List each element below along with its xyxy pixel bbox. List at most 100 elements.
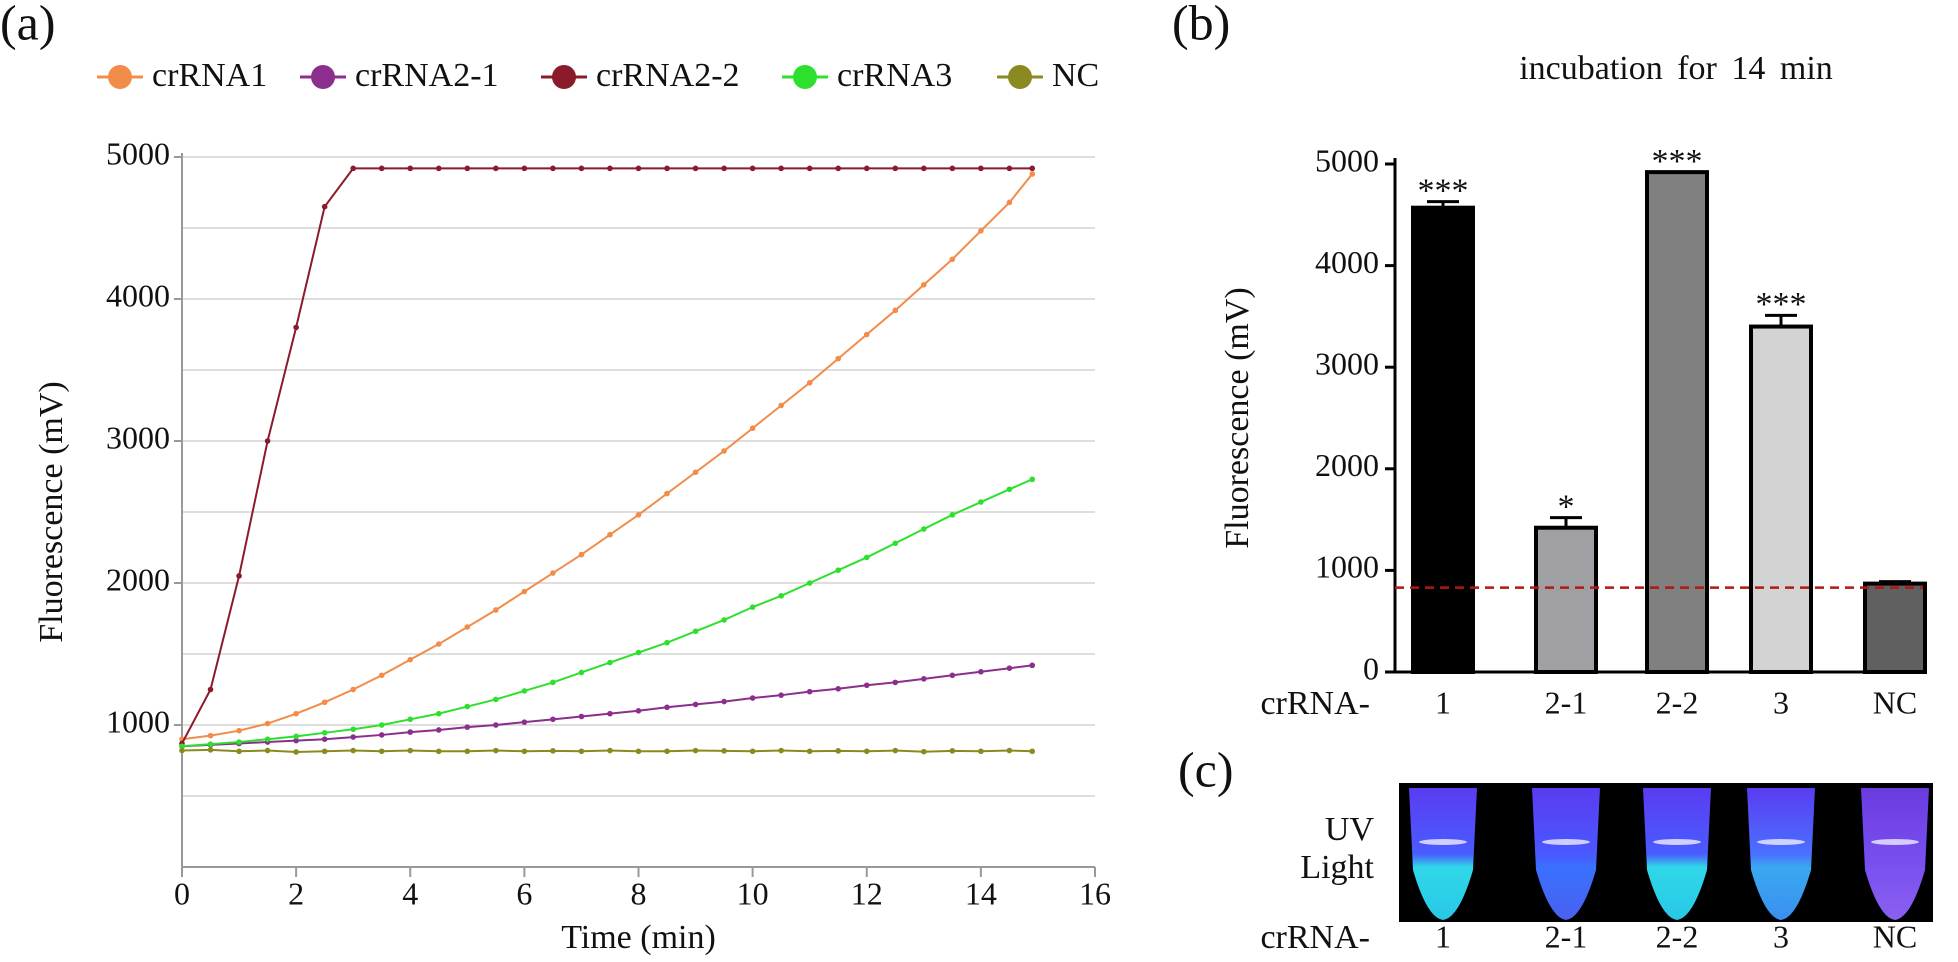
- x-axis-label: Time (min): [561, 919, 716, 956]
- data-point: [921, 282, 927, 288]
- data-point: [721, 748, 727, 754]
- data-point: [949, 165, 956, 172]
- data-point: [378, 165, 385, 172]
- tube: [1409, 788, 1477, 920]
- x-tick-label: 8: [631, 875, 647, 911]
- data-point: [1006, 747, 1013, 754]
- data-point: [749, 695, 756, 701]
- data-point: [664, 704, 670, 711]
- data-point: [207, 747, 214, 753]
- x-tick-label: 16: [1079, 875, 1111, 911]
- photo-category: 1: [1435, 918, 1451, 954]
- photo-category: 2-2: [1656, 918, 1699, 954]
- y-tick-label: 3000: [1315, 346, 1379, 382]
- data-point: [949, 748, 956, 754]
- data-point: [978, 668, 984, 675]
- data-point: [635, 649, 642, 656]
- bar: [1645, 170, 1709, 675]
- x-tick-label: 4: [402, 875, 418, 911]
- data-point: [578, 669, 585, 676]
- data-point: [607, 659, 613, 666]
- data-point: [607, 531, 613, 538]
- data-point: [179, 747, 185, 754]
- x-tick-label: 2-1: [1545, 684, 1588, 720]
- meniscus: [1542, 839, 1590, 845]
- data-point: [921, 676, 927, 682]
- data-point: [321, 748, 328, 755]
- x-tick-label: 3: [1773, 684, 1789, 720]
- data-point: [863, 554, 870, 561]
- x-tick-label: 2-2: [1656, 684, 1699, 720]
- legend-marker: [793, 65, 817, 89]
- data-point: [692, 469, 699, 476]
- data-point: [778, 402, 784, 409]
- data-point: [1029, 171, 1036, 177]
- data-point: [550, 748, 556, 754]
- data-point: [550, 165, 556, 172]
- legend-marker: [311, 65, 335, 89]
- data-point: [521, 688, 528, 694]
- bar: [1749, 324, 1813, 674]
- meniscus: [1757, 839, 1805, 845]
- legend-marker: [552, 65, 576, 89]
- data-point: [578, 713, 585, 720]
- data-point: [806, 580, 813, 586]
- data-point: [921, 748, 927, 755]
- data-point: [293, 324, 299, 331]
- data-point: [293, 737, 299, 744]
- data-point: [1029, 165, 1036, 172]
- data-point: [863, 748, 870, 755]
- data-point: [835, 567, 842, 574]
- x-tick-label: 14: [965, 875, 997, 911]
- data-point: [1029, 476, 1036, 483]
- data-point: [407, 716, 414, 723]
- data-point: [521, 588, 528, 595]
- data-point: [550, 716, 556, 723]
- x-tick-label: NC: [1873, 684, 1917, 720]
- data-point: [892, 540, 899, 547]
- data-point: [293, 733, 299, 740]
- data-point: [664, 490, 670, 497]
- data-point: [435, 710, 442, 717]
- data-point: [863, 331, 870, 338]
- data-point: [806, 165, 813, 172]
- data-point: [464, 724, 471, 730]
- data-point: [264, 720, 271, 727]
- data-point: [321, 699, 328, 706]
- data-point: [692, 701, 699, 708]
- data-point: [664, 165, 670, 172]
- legend-marker: [1008, 65, 1032, 89]
- data-point: [321, 203, 328, 210]
- data-point: [435, 641, 442, 647]
- data-point: [806, 688, 813, 695]
- data-point: [1006, 665, 1013, 671]
- legend-label: crRNA2-1: [355, 57, 499, 94]
- data-point: [407, 656, 414, 663]
- data-point: [236, 748, 242, 755]
- data-point: [1006, 165, 1013, 172]
- legend-label: crRNA1: [152, 57, 267, 94]
- data-point: [464, 624, 471, 630]
- y-tick-label: 3000: [106, 419, 170, 455]
- data-point: [806, 379, 813, 386]
- bar: [1411, 205, 1475, 675]
- x-tick-label: 2: [288, 875, 304, 911]
- legend-label: crRNA3: [837, 57, 952, 94]
- photo-category: 3: [1773, 918, 1789, 954]
- data-point: [264, 747, 271, 754]
- data-point: [892, 165, 899, 172]
- data-point: [550, 679, 556, 686]
- data-point: [692, 747, 699, 754]
- data-point: [978, 228, 984, 234]
- data-point: [293, 710, 299, 717]
- data-point: [721, 165, 727, 172]
- data-point: [835, 685, 842, 692]
- data-point: [1029, 748, 1036, 755]
- y-tick-label: 0: [1363, 650, 1379, 686]
- data-point: [635, 748, 642, 755]
- data-point: [607, 710, 613, 717]
- y-axis-label: Fluorescence (mV): [33, 381, 70, 643]
- x-axis-label: crRNA-: [1260, 685, 1370, 722]
- tube: [1643, 788, 1711, 920]
